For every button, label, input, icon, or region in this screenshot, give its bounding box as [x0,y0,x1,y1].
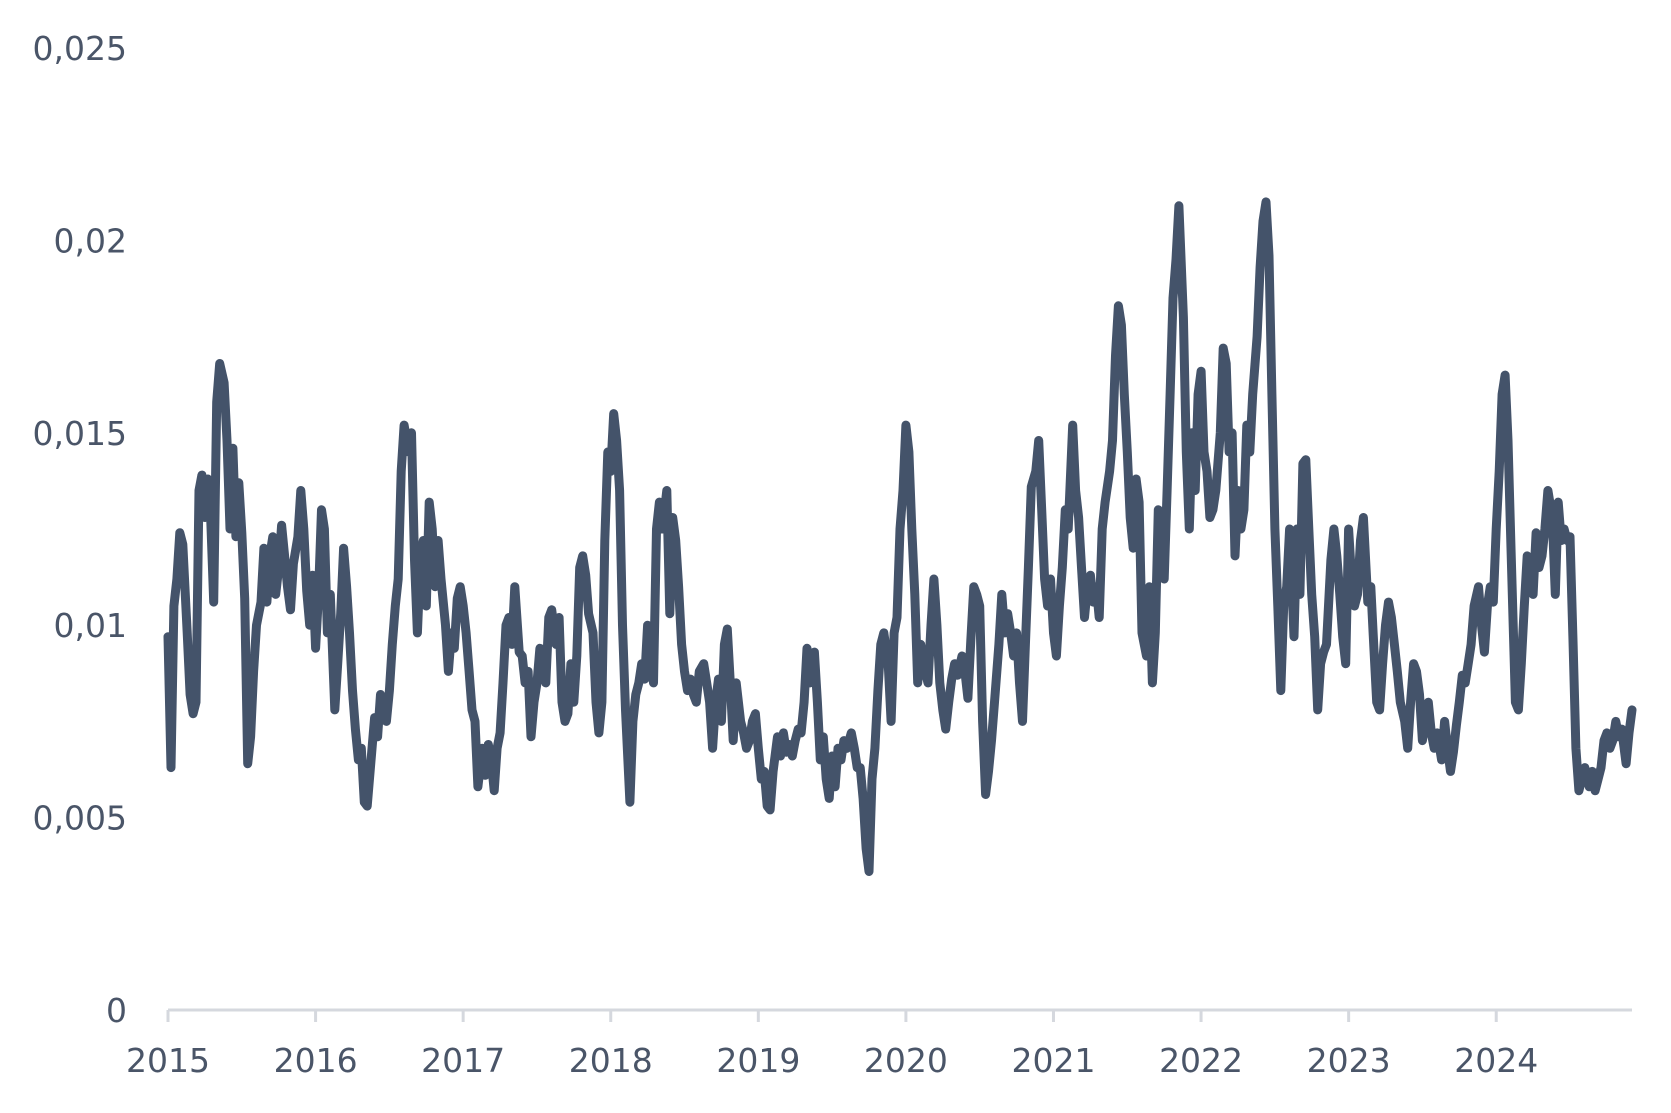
y-tick-label: 0,015 [33,414,127,453]
y-tick-label: 0,02 [54,221,127,260]
y-tick-label: 0,005 [33,799,127,838]
x-tick-label: 2018 [569,1041,653,1080]
x-tick-label: 2024 [1454,1041,1538,1080]
y-tick-label: 0 [106,991,127,1030]
x-tick-label: 2016 [274,1041,358,1080]
x-tick-label: 2015 [126,1041,210,1080]
y-tick-label: 0,025 [33,29,127,68]
y-axis-tick-labels: 0 0,005 0,01 0,015 0,02 0,025 [33,29,127,1030]
x-axis-ticks [166,1010,1498,1022]
x-tick-label: 2020 [864,1041,948,1080]
x-tick-label: 2021 [1011,1041,1095,1080]
y-tick-label: 0,01 [54,606,127,645]
x-tick-label: 2017 [421,1041,505,1080]
x-tick-label: 2022 [1159,1041,1243,1080]
x-tick-label: 2019 [716,1041,800,1080]
x-axis-tick-labels: 2015 2016 2017 2018 2019 2020 2021 2022 2023 2024 [126,1041,1538,1080]
x-tick-label: 2023 [1307,1041,1391,1080]
series-line [163,197,1637,876]
